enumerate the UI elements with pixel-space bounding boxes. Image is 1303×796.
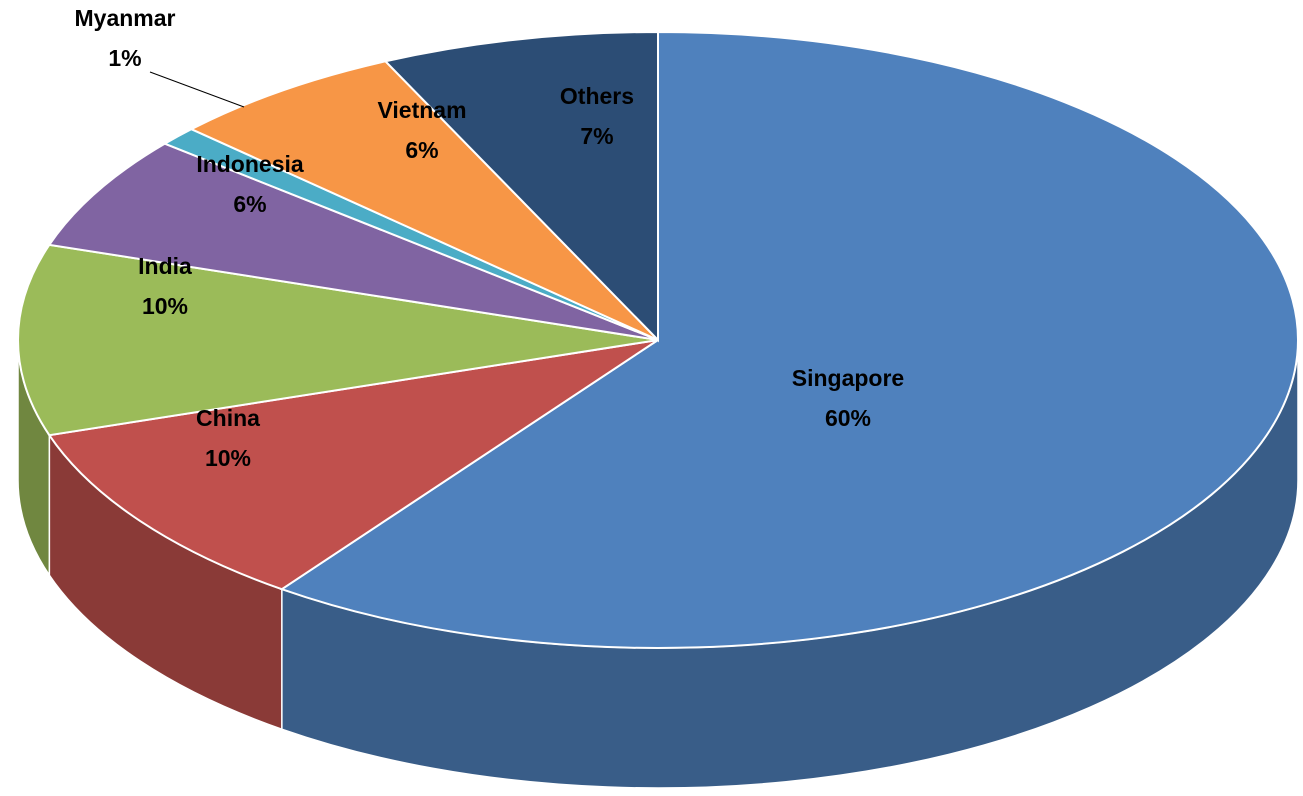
pie-slice	[279, 30, 1299, 649]
pie-slice	[17, 243, 659, 437]
value-label: 1%	[108, 45, 141, 71]
category-label: Others	[560, 83, 634, 109]
value-label: 60%	[825, 405, 871, 431]
category-label: Myanmar	[75, 5, 176, 31]
labels: Singapore 60% China 10% India 10% Indonesia 6% M…	[75, 5, 905, 471]
category-label: India	[138, 253, 192, 279]
pie-tops	[17, 30, 1299, 649]
pie-slice	[47, 339, 659, 591]
value-label: 10%	[205, 445, 251, 471]
category-label: Indonesia	[196, 151, 304, 177]
pie-slice	[47, 142, 659, 341]
value-label: 7%	[580, 123, 613, 149]
value-label: 10%	[142, 293, 188, 319]
leader-line	[149, 71, 245, 108]
category-label: Vietnam	[377, 97, 466, 123]
category-label: Singapore	[792, 365, 904, 391]
value-label: 6%	[233, 191, 266, 217]
pie-slice	[383, 30, 659, 343]
category-label: China	[196, 405, 260, 431]
value-label: 6%	[405, 137, 438, 163]
pie-slice	[189, 60, 659, 341]
